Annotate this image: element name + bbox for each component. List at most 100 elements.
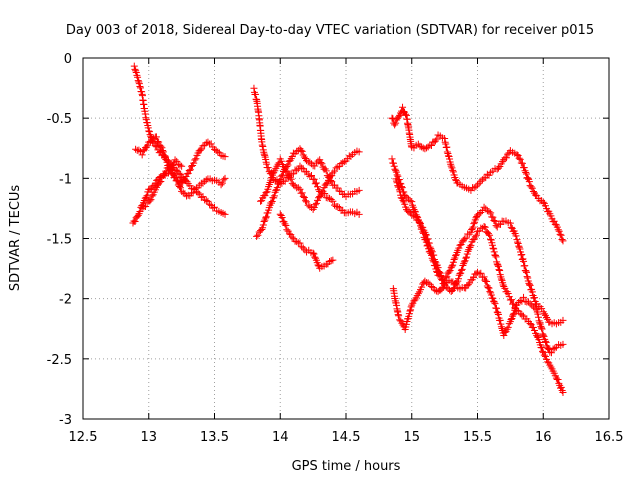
data-point <box>546 348 554 356</box>
data-point <box>164 169 172 177</box>
data-point <box>538 344 546 352</box>
data-point <box>487 235 495 243</box>
data-point <box>273 184 281 192</box>
data-point <box>507 223 515 231</box>
data-point <box>419 223 427 231</box>
data-point <box>472 183 480 191</box>
data-point <box>135 78 143 86</box>
data-point <box>441 134 449 142</box>
data-point <box>280 163 288 171</box>
data-point <box>399 196 407 204</box>
data-point <box>470 184 478 192</box>
data-point <box>163 158 171 166</box>
data-point <box>396 188 404 196</box>
data-point <box>327 195 335 203</box>
series-arc-1d <box>138 156 186 213</box>
data-point <box>514 238 522 246</box>
data-point <box>557 383 565 391</box>
data-point <box>277 157 285 165</box>
data-point <box>507 296 515 304</box>
x-tick-labels: 12.5 13 13.5 14 14.5 15 15.5 16 16.5 <box>69 430 624 445</box>
data-point <box>485 208 493 216</box>
data-point <box>167 165 175 173</box>
data-point <box>191 156 199 164</box>
x-tick-label: 13.5 <box>200 430 229 445</box>
data-point <box>394 182 402 190</box>
data-point <box>541 352 549 360</box>
data-point <box>409 211 417 219</box>
data-point <box>494 309 502 317</box>
data-point <box>450 256 458 263</box>
data-point <box>500 332 508 340</box>
data-point <box>202 176 210 184</box>
data-point <box>294 184 302 192</box>
data-point <box>339 159 347 167</box>
data-point <box>529 187 537 195</box>
data-point <box>132 145 140 153</box>
data-point <box>355 210 363 218</box>
data-point <box>254 231 262 239</box>
data-point <box>559 316 567 324</box>
data-point <box>492 304 500 312</box>
data-point <box>460 260 468 268</box>
data-point <box>190 159 198 167</box>
data-point <box>161 152 169 160</box>
data-point <box>515 154 523 162</box>
data-point <box>527 183 535 191</box>
data-point <box>443 148 451 156</box>
data-point <box>556 230 564 238</box>
data-point <box>540 351 548 359</box>
data-point <box>270 192 278 200</box>
data-point <box>221 210 229 218</box>
data-point <box>328 178 336 186</box>
data-point <box>489 244 497 252</box>
data-point <box>131 65 139 73</box>
data-point <box>395 113 403 121</box>
data-point <box>402 110 410 118</box>
data-point <box>417 220 425 228</box>
data-point <box>486 288 494 296</box>
data-point <box>529 324 537 332</box>
data-point <box>311 201 319 209</box>
x-tick-label: 15 <box>403 430 420 445</box>
data-point <box>296 239 304 247</box>
data-point <box>544 344 552 352</box>
data-point <box>196 146 204 154</box>
data-point <box>311 253 319 261</box>
data-point <box>487 291 495 299</box>
data-point <box>507 315 515 323</box>
data-point <box>189 189 197 197</box>
data-point <box>192 155 200 163</box>
data-point <box>524 274 532 282</box>
data-point <box>197 145 205 153</box>
data-point <box>449 166 457 174</box>
data-point <box>490 217 498 225</box>
data-points <box>129 62 567 397</box>
data-point <box>199 142 207 150</box>
data-point <box>390 162 398 170</box>
data-point <box>411 213 419 221</box>
data-point <box>470 220 478 228</box>
data-point <box>494 310 502 318</box>
data-point <box>332 164 340 172</box>
data-point <box>221 153 229 161</box>
data-point <box>424 235 432 243</box>
data-point <box>536 319 544 327</box>
data-point <box>310 175 318 183</box>
data-point <box>521 167 529 175</box>
x-tick-label: 15.5 <box>463 430 492 445</box>
data-point <box>496 316 504 324</box>
data-point <box>513 151 521 159</box>
data-point <box>540 332 548 340</box>
data-point <box>296 185 304 193</box>
data-point <box>298 164 306 172</box>
data-point <box>153 143 161 151</box>
data-point <box>314 183 322 191</box>
data-point <box>516 155 524 163</box>
data-point <box>252 90 260 98</box>
data-point <box>431 258 439 266</box>
data-point <box>526 281 534 289</box>
data-point <box>389 115 397 123</box>
x-tick-label: 16.5 <box>595 430 624 445</box>
data-point <box>286 174 294 182</box>
